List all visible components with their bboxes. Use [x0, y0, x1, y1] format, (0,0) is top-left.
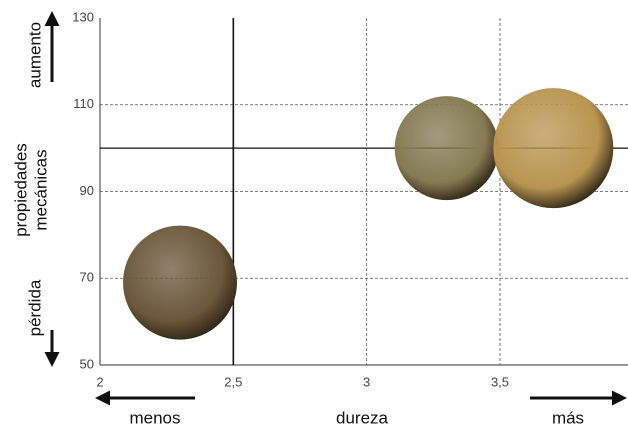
x-tick-label: 2,5: [224, 374, 242, 389]
x-high-label: más: [552, 408, 584, 427]
sphere: [123, 225, 237, 340]
y-axis-label: propiedades: [11, 143, 30, 237]
y-high-label: aumento: [25, 22, 44, 88]
y-tick-label: 70: [80, 270, 94, 285]
y-axis-label: mecánicas: [31, 149, 50, 230]
y-tick-label: 90: [80, 183, 94, 198]
y-tick-label: 130: [72, 9, 94, 24]
y-low-label: pérdida: [25, 279, 44, 336]
sphere: [493, 88, 614, 209]
y-tick-label: 50: [80, 356, 94, 371]
x-low-label: menos: [129, 408, 180, 427]
y-tick-label: 110: [73, 96, 94, 111]
sphere: [394, 96, 499, 201]
x-tick-label: 3: [363, 374, 370, 389]
x-tick-label: 3,5: [491, 374, 509, 389]
x-tick-label: 2: [96, 374, 103, 389]
x-axis-label: dureza: [336, 408, 389, 427]
